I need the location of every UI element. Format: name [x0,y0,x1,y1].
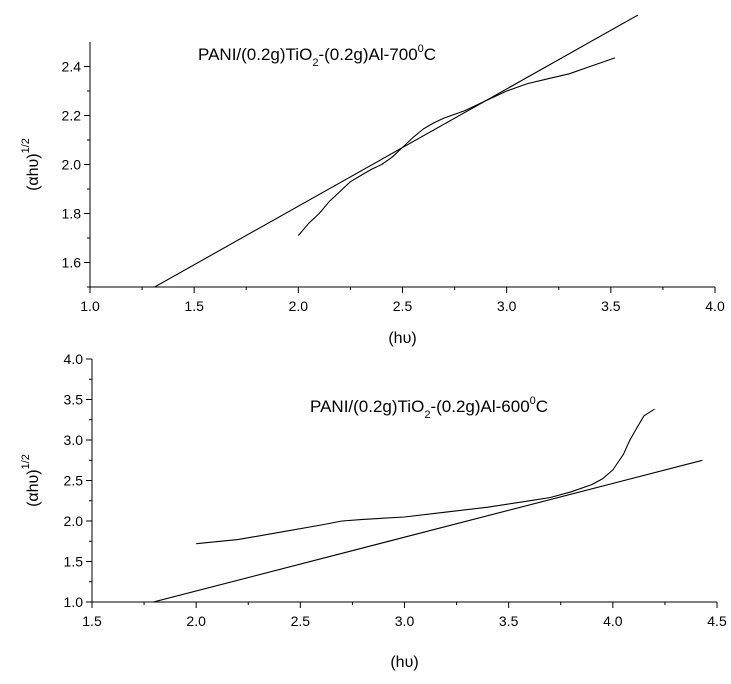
y-tick-label: 2.0 [62,157,82,173]
x-tick-label: 4.5 [707,613,727,629]
y-tick-label: 2.4 [62,59,82,75]
y-tick-label: 1.5 [64,554,84,570]
y-tick-label: 2.2 [62,108,82,124]
x-tick-label: 2.0 [289,298,309,314]
y-tick-label: 4.0 [64,351,84,367]
chart-panel-1: 1.0 1.5 2.0 2.5 3.0 3.5 4.0 1.6 1.8 2.0 2.2 2.4 (hυ)… [20,14,725,347]
x-axis-title: (hυ) [388,330,416,347]
y-axis-title: (αhυ)1/2 [20,454,42,507]
x-tick-label: 1.5 [82,613,102,629]
chart-panel-2: 1.5 2.0 2.5 3.0 3.5 4.0 4.5 1.0 1.5 2.0 2.5 3.0 3.5 4… [20,351,727,671]
sample-label: PANI/(0.2g)TiO2-(0.2g)Al-6000C [310,395,548,421]
sample-label: PANI/(0.2g)TiO2-(0.2g)Al-7000C [198,43,436,69]
x-tick-label: 3.0 [395,613,415,629]
x-tick-label: 1.5 [184,298,204,314]
x-tick-label: 4.0 [603,613,623,629]
x-tick-label: 3.5 [601,298,621,314]
y-axis-title: (αhυ)1/2 [20,138,42,191]
x-tick-label: 3.5 [499,613,519,629]
y-tick-label: 1.6 [62,255,82,271]
y-tick-label: 3.5 [64,392,84,408]
x-tick-label: 1.0 [80,298,100,314]
x-tick-label: 2.5 [393,298,413,314]
linear-fit-line [151,459,703,602]
y-tick-label: 1.8 [62,206,82,222]
y-tick-label: 2.0 [64,513,84,529]
data-curve [196,408,655,545]
x-tick-label: 3.0 [497,298,517,314]
y-tick-label: 2.5 [64,473,84,489]
x-tick-label: 2.0 [186,613,206,629]
y-tick-label: 1.0 [64,594,84,610]
data-curve [297,57,616,236]
x-tick-label: 2.5 [291,613,311,629]
x-tick-label: 4.0 [705,298,725,314]
x-axis-title: (hυ) [390,654,418,671]
linear-fit-line [153,14,639,287]
y-tick-label: 3.0 [64,432,84,448]
